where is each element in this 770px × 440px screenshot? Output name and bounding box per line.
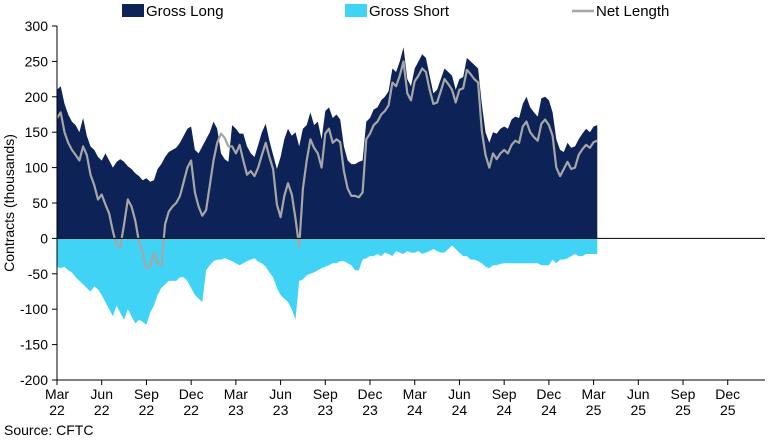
- x-tick-label-year: 23: [273, 402, 289, 418]
- x-tick-label-month: Mar: [582, 386, 606, 402]
- x-tick-label-year: 24: [452, 402, 468, 418]
- y-tick-label: 200: [25, 89, 49, 105]
- series-gross-short-area: [57, 238, 598, 325]
- x-tick-label-month: Dec: [179, 386, 204, 402]
- y-axis-label: Contracts (thousands): [1, 134, 17, 272]
- y-tick-label: 0: [40, 230, 48, 246]
- x-tick-label-year: 23: [362, 402, 378, 418]
- areas: [57, 47, 598, 325]
- x-tick-label-month: Sep: [134, 386, 159, 402]
- x-tick-label-year: 22: [94, 402, 110, 418]
- x-tick-label-year: 24: [496, 402, 512, 418]
- legend-label-gross-short: Gross Short: [369, 3, 450, 20]
- legend: Gross Long Gross Short Net Length: [122, 3, 669, 20]
- legend-label-net-length: Net Length: [596, 3, 669, 20]
- series-gross-long-area: [57, 47, 598, 239]
- x-tick-label-month: Mar: [224, 386, 248, 402]
- source-note: Source: CFTC: [4, 422, 94, 438]
- x-tick-label-month: Jun: [627, 386, 650, 402]
- y-tick-label: -150: [20, 337, 48, 353]
- x-tick-label-year: 23: [318, 402, 334, 418]
- y-tick-label: 300: [25, 18, 49, 34]
- y-tick-label: -50: [28, 266, 48, 282]
- y-axis: -200 -150 -100 -50 0 50 100 150 200 250 300: [20, 18, 58, 388]
- x-tick-label-year: 22: [183, 402, 199, 418]
- legend-swatch-gross-short: [345, 4, 367, 17]
- x-tick-label-year: 24: [541, 402, 557, 418]
- x-tick-label-month: Dec: [715, 386, 740, 402]
- x-tick-label-month: Sep: [671, 386, 696, 402]
- x-tick-label-month: Dec: [358, 386, 383, 402]
- plot-area: [56, 47, 765, 325]
- y-tick-label: -200: [20, 372, 48, 388]
- x-axis: Mar22Jun22Sep22Dec22Mar23Jun23Sep23Dec23…: [45, 379, 765, 418]
- x-tick-label-month: Dec: [536, 386, 561, 402]
- legend-label-gross-long: Gross Long: [146, 3, 224, 20]
- x-tick-label-month: Jun: [90, 386, 113, 402]
- y-tick-label: 150: [25, 124, 49, 140]
- x-tick-label-month: Jun: [269, 386, 292, 402]
- x-tick-label-year: 22: [49, 402, 65, 418]
- x-tick-label-year: 24: [407, 402, 423, 418]
- x-tick-label-month: Jun: [448, 386, 471, 402]
- x-tick-label-year: 25: [631, 402, 647, 418]
- series-net-length-line: [56, 60, 598, 270]
- x-tick-label-month: Sep: [492, 386, 517, 402]
- x-tick-label-month: Sep: [313, 386, 338, 402]
- lines: [56, 60, 598, 270]
- x-tick-label-year: 23: [228, 402, 244, 418]
- y-tick-label: -100: [20, 301, 48, 317]
- x-tick-label-year: 25: [720, 402, 736, 418]
- x-tick-label-month: Mar: [45, 386, 69, 402]
- y-tick-label: 50: [32, 195, 48, 211]
- x-tick-label-year: 25: [675, 402, 691, 418]
- x-tick-label-month: Mar: [403, 386, 427, 402]
- legend-swatch-gross-long: [122, 4, 144, 17]
- y-tick-label: 100: [25, 160, 49, 176]
- x-tick-label-year: 25: [586, 402, 602, 418]
- x-tick-label-year: 22: [139, 402, 155, 418]
- y-tick-label: 250: [25, 53, 49, 69]
